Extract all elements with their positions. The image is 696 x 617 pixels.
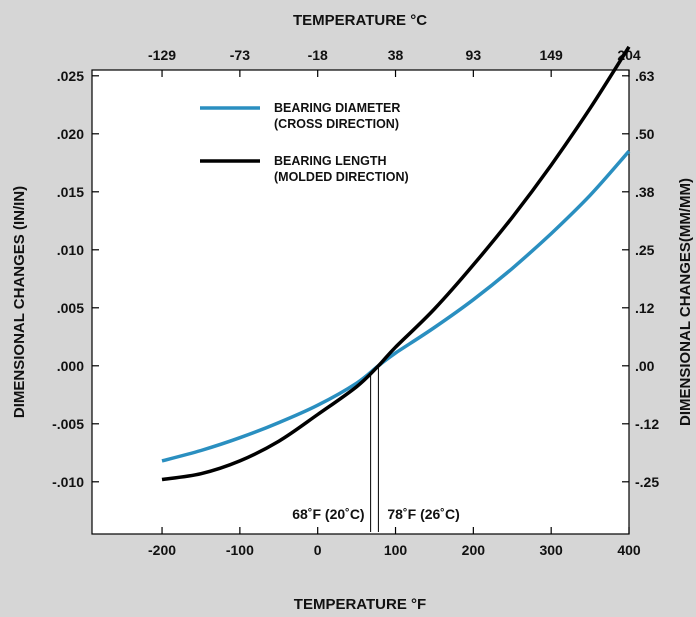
y2-tick-label-0: .63 bbox=[635, 68, 655, 84]
y-tick-label-7: -.010 bbox=[52, 474, 84, 490]
x-tick-label-0: -200 bbox=[148, 542, 176, 558]
x2-tick-label-5: 149 bbox=[539, 47, 563, 63]
x-tick-label-4: 200 bbox=[462, 542, 486, 558]
x2-tick-label-2: -18 bbox=[308, 47, 328, 63]
x2-tick-label-4: 93 bbox=[466, 47, 482, 63]
y-tick-label-2: .015 bbox=[57, 184, 84, 200]
x2-tick-label-0: -129 bbox=[148, 47, 176, 63]
y2-tick-label-6: -.12 bbox=[635, 416, 659, 432]
x-tick-label-3: 100 bbox=[384, 542, 408, 558]
y-tick-label-0: .025 bbox=[57, 68, 84, 84]
legend-label-0: BEARING DIAMETER bbox=[274, 101, 400, 115]
x-tick-label-2: 0 bbox=[314, 542, 322, 558]
x-tick-label-6: 400 bbox=[617, 542, 641, 558]
y-tick-label-3: .010 bbox=[57, 242, 84, 258]
legend-sublabel-1: (MOLDED DIRECTION) bbox=[274, 170, 409, 184]
x-tick-label-5: 300 bbox=[539, 542, 563, 558]
series-line-1 bbox=[161, 45, 631, 482]
y2-tick-label-7: -.25 bbox=[635, 474, 659, 490]
y2-tick-label-3: .25 bbox=[635, 242, 655, 258]
x-tick-label-1: -100 bbox=[226, 542, 254, 558]
y2-axis-title: DIMENSIONAL CHANGES(MM/MM) bbox=[677, 178, 694, 426]
y2-tick-label-5: .00 bbox=[635, 358, 655, 374]
y-tick-label-6: -.005 bbox=[52, 416, 84, 432]
y2-tick-label-1: .50 bbox=[635, 126, 655, 142]
y-axis-title: DIMENSIONAL CHANGES (IN/IN) bbox=[11, 186, 28, 418]
x2-tick-label-3: 38 bbox=[388, 47, 404, 63]
plot-area bbox=[91, 69, 630, 535]
y2-tick-label-2: .38 bbox=[635, 184, 655, 200]
legend-sublabel-0: (CROSS DIRECTION) bbox=[274, 117, 399, 131]
annotation-label-78f: 78˚F (26˚C) bbox=[387, 506, 459, 522]
y-tick-label-5: .000 bbox=[57, 358, 84, 374]
legend-label-1: BEARING LENGTH bbox=[274, 154, 387, 168]
x-axis-title: TEMPERATURE °F bbox=[294, 596, 426, 613]
y2-tick-label-4: .12 bbox=[635, 300, 655, 316]
annotation-label-68f: 68˚F (20˚C) bbox=[292, 506, 364, 522]
y-tick-label-1: .020 bbox=[57, 126, 84, 142]
y-tick-label-4: .005 bbox=[57, 300, 84, 316]
x2-tick-label-1: -73 bbox=[230, 47, 250, 63]
x2-axis-title: TEMPERATURE °C bbox=[293, 12, 427, 29]
